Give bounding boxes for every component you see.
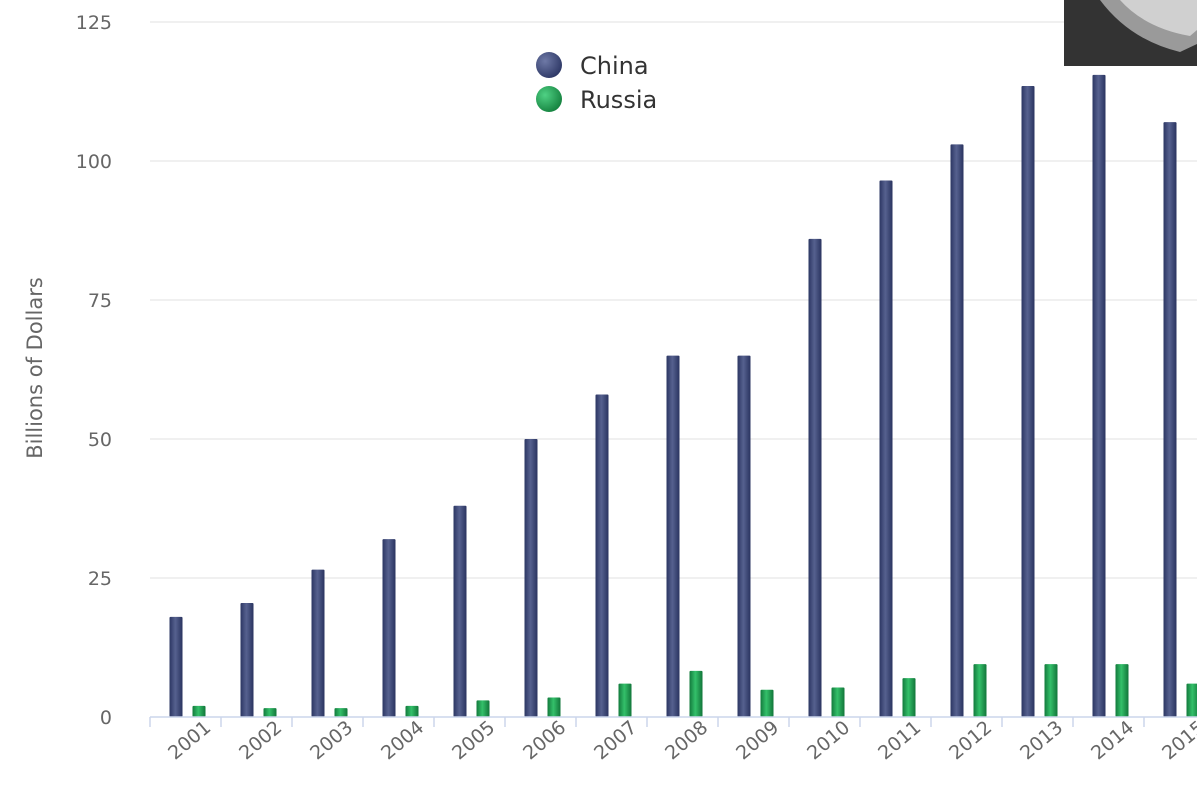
x-axis xyxy=(149,716,1197,727)
bar-china-2013[interactable] xyxy=(1021,85,1035,717)
partial-logo-icon xyxy=(1064,0,1197,66)
x-tick-label-2004: 2004 xyxy=(377,716,428,764)
y-axis-ticks: 0 25 50 75 100 125 xyxy=(76,12,112,729)
bar-china-2003[interactable] xyxy=(311,569,325,717)
bar-china-2007[interactable] xyxy=(595,394,609,717)
y-tick-label-100: 100 xyxy=(76,151,112,173)
bar-russia-2011[interactable] xyxy=(902,678,916,717)
x-tick-label-2009: 2009 xyxy=(732,716,783,764)
x-tick-label-2014: 2014 xyxy=(1087,716,1138,764)
x-axis-ticks: 2001 2002 2003 2004 2005 2006 2007 2008 2009 2010… xyxy=(164,716,1197,764)
legend-label-china: China xyxy=(580,52,649,80)
legend-marker-china xyxy=(536,52,562,78)
bar-russia-2015[interactable] xyxy=(1186,683,1197,717)
legend-marker-russia xyxy=(536,86,562,112)
bar-china-2004[interactable] xyxy=(382,539,396,717)
bar-china-2012[interactable] xyxy=(950,144,964,717)
y-tick-label-25: 25 xyxy=(88,568,112,590)
x-tick-label-2005: 2005 xyxy=(448,716,499,764)
x-tick-label-2003: 2003 xyxy=(306,716,357,764)
x-tick-label-2002: 2002 xyxy=(235,716,286,764)
bar-russia-2004[interactable] xyxy=(405,705,419,717)
bar-china-2006[interactable] xyxy=(524,439,538,717)
bar-russia-2013[interactable] xyxy=(1044,664,1058,717)
bar-china-2010[interactable] xyxy=(808,238,822,717)
bar-china-2009[interactable] xyxy=(737,355,751,717)
bar-russia-2005[interactable] xyxy=(476,700,490,717)
bar-russia-2007[interactable] xyxy=(618,683,632,717)
y-axis-title: Billions of Dollars xyxy=(23,277,47,459)
x-tick-label-2012: 2012 xyxy=(945,716,996,764)
bar-russia-2001[interactable] xyxy=(192,705,206,717)
bar-russia-2002[interactable] xyxy=(263,708,277,717)
bar-china-2015[interactable] xyxy=(1163,122,1177,717)
bar-china-2002[interactable] xyxy=(240,603,254,717)
bar-china-2008[interactable] xyxy=(666,355,680,717)
legend[interactable]: China Russia xyxy=(536,52,657,114)
bar-russia-2003[interactable] xyxy=(334,708,348,717)
bar-russia-2014[interactable] xyxy=(1115,664,1129,717)
bar-china-2011[interactable] xyxy=(879,180,893,717)
legend-item-russia[interactable]: Russia xyxy=(536,86,657,114)
bar-china-2014[interactable] xyxy=(1092,74,1106,717)
x-tick-label-2007: 2007 xyxy=(590,716,641,764)
x-tick-label-2006: 2006 xyxy=(519,716,570,764)
x-tick-label-2001: 2001 xyxy=(164,716,215,764)
x-tick-label-2010: 2010 xyxy=(803,716,854,764)
y-tick-label-75: 75 xyxy=(88,290,112,312)
bar-russia-2010[interactable] xyxy=(831,687,845,717)
legend-item-china[interactable]: China xyxy=(536,52,649,80)
y-tick-label-50: 50 xyxy=(88,429,112,451)
legend-label-russia: Russia xyxy=(580,86,657,114)
x-tick-label-2008: 2008 xyxy=(661,716,712,764)
x-tick-label-2011: 2011 xyxy=(874,716,925,764)
x-tick-label-2013: 2013 xyxy=(1016,716,1067,764)
bar-russia-2009[interactable] xyxy=(760,689,774,717)
y-tick-label-125: 125 xyxy=(76,12,112,34)
x-tick-label-2015: 2015 xyxy=(1158,716,1197,764)
bar-russia-2008[interactable] xyxy=(689,670,703,717)
bar-china-2005[interactable] xyxy=(453,505,467,717)
bars xyxy=(169,74,1197,717)
y-tick-label-0: 0 xyxy=(100,707,112,729)
bar-china-2001[interactable] xyxy=(169,616,183,717)
bar-russia-2012[interactable] xyxy=(973,664,987,717)
bar-russia-2006[interactable] xyxy=(547,697,561,717)
